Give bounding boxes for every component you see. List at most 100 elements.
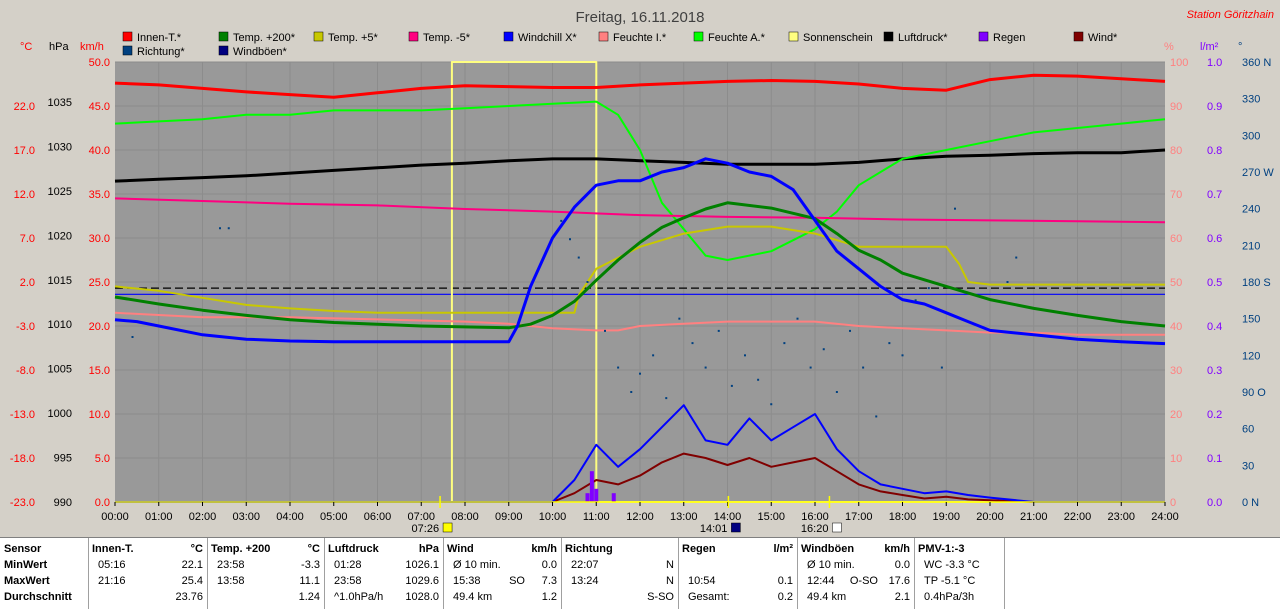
x-tick-label: 12:00 bbox=[626, 511, 654, 523]
celsius-tick-label: 12.0 bbox=[14, 189, 35, 201]
series-line-windchill-x bbox=[114, 157, 1166, 346]
stats-row: Gesamt: 0.2 bbox=[682, 589, 793, 605]
legend-label: Feuchte A.* bbox=[708, 32, 766, 44]
hpa-tick-label: 1025 bbox=[48, 186, 72, 198]
legend-swatch bbox=[122, 31, 133, 42]
stats-row-time: 05:16 bbox=[98, 559, 126, 571]
series-line-temp-200 bbox=[114, 201, 1166, 330]
rain-tick-label: 0.3 bbox=[1207, 365, 1222, 377]
legend-swatch bbox=[788, 31, 799, 42]
rain-tick-label: 0.4 bbox=[1207, 321, 1222, 333]
kmh-tick-label: 50.0 bbox=[89, 57, 110, 69]
stats-row-value: 0.0 bbox=[894, 559, 910, 571]
legend-swatch bbox=[408, 31, 419, 42]
kmh-tick-label: 5.0 bbox=[95, 453, 110, 465]
x-tick-label: 05:00 bbox=[320, 511, 348, 523]
direction-point bbox=[639, 372, 641, 375]
celsius-tick-label: -3.0 bbox=[16, 321, 35, 333]
direction-point bbox=[757, 378, 760, 381]
axis-unit-labels: °C hPa km/h % l/m² ° bbox=[20, 41, 1242, 53]
legend-swatch bbox=[883, 31, 894, 42]
celsius-tick-label: -18.0 bbox=[10, 453, 35, 465]
celsius-tick-label: 7.0 bbox=[20, 233, 35, 245]
deg-tick-label: 360 N bbox=[1242, 57, 1271, 69]
stats-header-label: PMV-1:-3 bbox=[918, 543, 965, 555]
sunset-icon bbox=[832, 522, 842, 533]
stats-row: Ø 10 min. 0.0 bbox=[447, 557, 557, 573]
percent-tick-label: 30 bbox=[1170, 365, 1182, 377]
stats-column: Luftdruck hPa 01:28 1026.1 23:58 1029.6 ^1.0hP… bbox=[324, 538, 444, 609]
legend-label: Richtung* bbox=[137, 46, 185, 58]
direction-point bbox=[131, 336, 134, 338]
celsius-tick-label: -8.0 bbox=[16, 365, 35, 377]
hpa-tick-label: 995 bbox=[54, 453, 72, 465]
stats-row-time: 13:24 bbox=[571, 575, 599, 587]
stats-column: Regen l/m² 10:54 0.1 Gesamt: 0.2 bbox=[678, 538, 798, 609]
celsius-tick-label: 22.0 bbox=[14, 101, 35, 113]
stats-row-value: 1026.1 bbox=[405, 559, 439, 571]
x-tick-label: 16:00 bbox=[801, 511, 829, 523]
kmh-unit: km/h bbox=[80, 41, 104, 53]
series-line-temp-5 bbox=[114, 197, 1166, 224]
grid bbox=[115, 61, 1165, 503]
x-tick-label: 13:00 bbox=[670, 511, 698, 523]
direction-point bbox=[835, 391, 838, 393]
stats-row-time: 21:16 bbox=[98, 575, 126, 587]
stats-row-time: 10:54 bbox=[688, 575, 716, 587]
x-tick-label: 07:00 bbox=[407, 511, 435, 523]
stats-header-label: Temp. +200 bbox=[211, 543, 271, 555]
stats-row-direction: O-SO bbox=[849, 575, 878, 587]
rain-bar bbox=[594, 488, 599, 502]
stats-row: 22:07 N bbox=[565, 557, 674, 573]
stats-row-value: 1028.0 bbox=[405, 591, 439, 603]
legend-label: Temp. -5* bbox=[423, 32, 471, 44]
legend-label: Wind* bbox=[1088, 32, 1118, 44]
hpa-tick-label: 1015 bbox=[48, 275, 72, 287]
legend-swatch bbox=[313, 31, 324, 42]
direction-point bbox=[888, 342, 891, 345]
stats-column: Temp. +200 °C 23:58 -3.3 13:58 11.1 1.24 bbox=[207, 538, 325, 609]
stats-column: PMV-1:-3 WC -3.3 °C TP -5.1 °C 0.4hPa/3h bbox=[914, 538, 1005, 609]
sunset-time-label: 16:20 bbox=[801, 523, 829, 535]
plot-series bbox=[114, 61, 1166, 503]
chart-title: Freitag, 16.11.2018 bbox=[576, 9, 705, 26]
stats-row-time: 23:58 bbox=[217, 559, 245, 571]
stats-header: Regen l/m² bbox=[682, 541, 793, 557]
stats-header: Windböen km/h bbox=[801, 541, 910, 557]
rain-tick-label: 0.5 bbox=[1207, 277, 1222, 289]
stats-row-value: 1.2 bbox=[541, 591, 557, 603]
stats-row-label: Durchschnitt bbox=[4, 591, 72, 603]
rain-bar bbox=[611, 493, 616, 502]
rain-tick-label: 0.2 bbox=[1207, 409, 1222, 421]
direction-point bbox=[586, 281, 589, 283]
kmh-tick-label: 10.0 bbox=[89, 409, 110, 421]
rain-bar bbox=[589, 471, 594, 502]
stats-row: 13:58 11.1 bbox=[211, 573, 320, 589]
stats-header-unit: km/h bbox=[884, 543, 910, 555]
stats-row: 0.4hPa/3h bbox=[918, 589, 1000, 605]
deg-tick-label: 240 bbox=[1242, 204, 1260, 216]
stats-header: Temp. +200 °C bbox=[211, 541, 320, 557]
direction-point bbox=[849, 329, 851, 332]
kmh-tick-label: 40.0 bbox=[89, 145, 110, 157]
direction-point bbox=[730, 384, 733, 387]
stats-row-time: 15:38 bbox=[453, 575, 481, 587]
direction-point bbox=[1015, 256, 1018, 259]
legend-label: Windböen* bbox=[233, 46, 288, 58]
stats-row: MinWert bbox=[4, 557, 84, 573]
stats-row-value: 25.4 bbox=[181, 575, 203, 587]
weather-chart: Freitag, 16.11.2018 Station Göritzhain °… bbox=[9, 9, 1275, 535]
celsius-unit: °C bbox=[20, 41, 32, 53]
stats-header-label: Wind bbox=[447, 543, 474, 555]
legend-swatch bbox=[598, 31, 609, 42]
percent-tick-label: 80 bbox=[1170, 145, 1182, 157]
legend-swatch bbox=[122, 45, 133, 56]
celsius-tick-label: -13.0 bbox=[10, 409, 35, 421]
percent-tick-label: 60 bbox=[1170, 233, 1182, 245]
stats-row-time: Gesamt: bbox=[688, 591, 730, 603]
stats-row-time: 49.4 km bbox=[807, 591, 847, 603]
stats-header-label: Sensor bbox=[4, 543, 42, 555]
percent-tick-label: 90 bbox=[1170, 101, 1182, 113]
stats-row: 15:38 SO 7.3 bbox=[447, 573, 557, 589]
stats-row-time: 49.4 km bbox=[453, 591, 493, 603]
